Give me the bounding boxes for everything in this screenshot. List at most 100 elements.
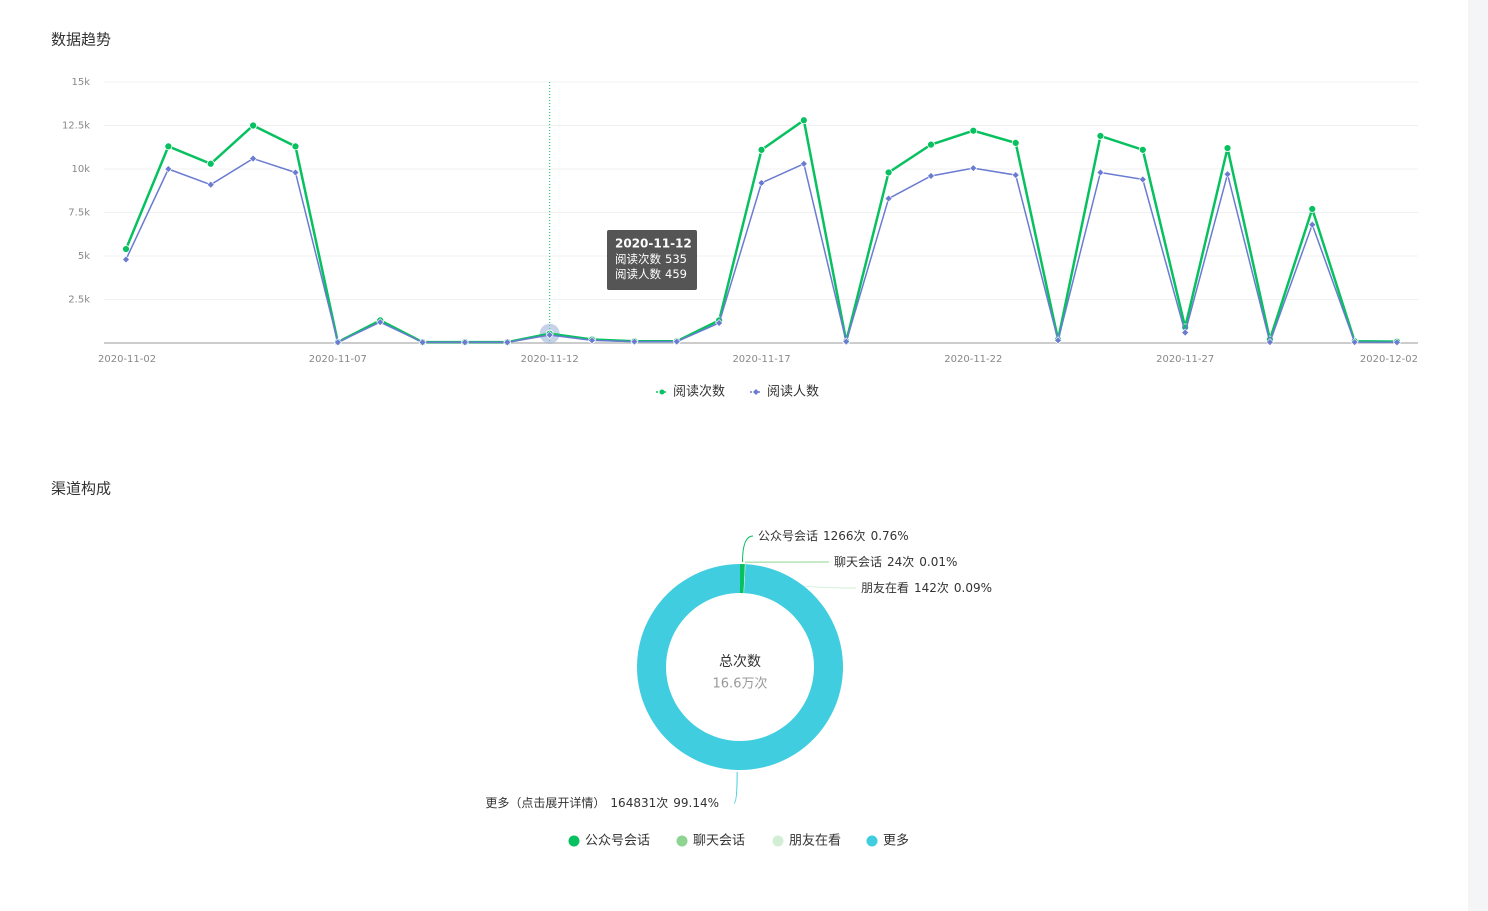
legend-marker — [659, 389, 665, 395]
point — [842, 337, 851, 346]
point — [1308, 220, 1317, 229]
tooltip-name: 阅读次数 — [615, 252, 661, 266]
tooltip-name: 阅读人数 — [615, 267, 661, 281]
point — [927, 172, 935, 180]
legend-marker — [676, 835, 688, 847]
slice-value: 164831次 — [610, 796, 668, 810]
point — [206, 159, 215, 168]
y-tick-label: 7.5k — [68, 208, 90, 219]
point — [757, 145, 766, 154]
tooltip-row: 阅读次数 535 — [615, 252, 687, 266]
slice — [740, 564, 745, 594]
slice-percent: 0.01% — [919, 555, 957, 569]
slice-label: 更多（点击展开详情） 164831次 99.14% — [485, 795, 719, 810]
point — [1265, 338, 1274, 347]
point — [1011, 138, 1020, 147]
point — [122, 245, 130, 253]
point — [630, 337, 639, 346]
x-tick-label: 2020-11-27 — [1156, 354, 1214, 365]
point — [333, 338, 342, 347]
point — [969, 164, 978, 173]
tooltip-value: 535 — [665, 252, 687, 266]
point — [1138, 175, 1147, 184]
tooltip-title: 2020-11-12 — [615, 237, 692, 251]
point — [418, 338, 427, 347]
legend-label: 公众号会话 — [585, 834, 650, 849]
point — [164, 165, 173, 173]
y-tick-label: 10k — [71, 164, 90, 175]
point — [1181, 328, 1190, 337]
slice — [743, 564, 746, 594]
slice-percent: 0.76% — [871, 529, 909, 543]
point — [588, 336, 596, 345]
slice-percent: 99.14% — [673, 796, 719, 810]
point — [884, 194, 893, 203]
point — [122, 255, 130, 264]
slice-percent: 0.09% — [954, 581, 992, 595]
y-tick-label: 15k — [71, 77, 90, 88]
tooltip-box — [607, 230, 697, 290]
slice-name: 公众号会话 — [758, 529, 818, 543]
slice-label: 公众号会话 1266次 0.76% — [758, 529, 909, 543]
slice-value: 1266次 — [823, 529, 866, 543]
point — [249, 154, 258, 163]
point — [1350, 338, 1359, 347]
point — [799, 116, 808, 125]
y-tick-label: 12.5k — [62, 121, 90, 132]
point — [757, 178, 766, 187]
legend-label: 聊天会话 — [693, 834, 745, 849]
y-tick-label: 2.5k — [68, 295, 90, 306]
point — [1223, 144, 1232, 153]
point — [1096, 168, 1105, 177]
point — [291, 142, 300, 151]
slice-name: 聊天会话 — [834, 555, 882, 569]
slice-label: 聊天会话 24次 0.01% — [834, 555, 957, 569]
tooltip-value: 459 — [665, 267, 687, 281]
leader-line — [742, 535, 754, 563]
legend-label: 更多 — [883, 833, 909, 849]
point — [1054, 336, 1062, 345]
point — [545, 331, 554, 339]
point — [376, 318, 385, 327]
side-strip — [1468, 0, 1488, 911]
point — [715, 319, 724, 327]
chart-title: 渠道构成 — [51, 480, 111, 498]
point — [969, 126, 978, 135]
x-tick-label: 2020-11-12 — [521, 354, 579, 365]
point — [1223, 170, 1232, 179]
legend-marker — [753, 389, 759, 395]
point — [206, 180, 215, 189]
legend-label: 阅读次数 — [673, 384, 725, 400]
point — [503, 338, 512, 347]
point — [927, 140, 935, 149]
point — [1011, 171, 1020, 180]
point — [1138, 145, 1147, 154]
slice-name: 朋友在看 — [861, 581, 909, 595]
center-value: 16.6万次 — [713, 676, 768, 692]
center-label: 总次数 — [719, 654, 761, 670]
slice-value: 24次 — [887, 555, 914, 569]
legend-marker — [772, 835, 784, 847]
point — [291, 168, 300, 177]
point — [164, 142, 173, 151]
chart-title: 数据趋势 — [51, 31, 111, 49]
point — [672, 337, 681, 346]
slice-value: 142次 — [914, 581, 949, 595]
point — [1096, 132, 1105, 140]
leader-line — [733, 771, 738, 804]
x-tick-label: 2020-11-17 — [732, 354, 790, 365]
legend-marker — [866, 835, 878, 847]
x-tick-label: 2020-12-02 — [1360, 354, 1418, 365]
slice-name: 更多（点击展开详情） — [485, 795, 605, 810]
point — [1308, 205, 1317, 213]
slice-label: 朋友在看 142次 0.09% — [861, 581, 992, 595]
point — [884, 168, 893, 177]
legend-label: 朋友在看 — [789, 833, 841, 849]
point — [1393, 338, 1401, 347]
x-tick-label: 2020-11-07 — [309, 354, 367, 365]
x-tick-label: 2020-11-22 — [944, 354, 1002, 365]
legend-marker — [568, 835, 580, 847]
y-tick-label: 5k — [78, 251, 90, 262]
